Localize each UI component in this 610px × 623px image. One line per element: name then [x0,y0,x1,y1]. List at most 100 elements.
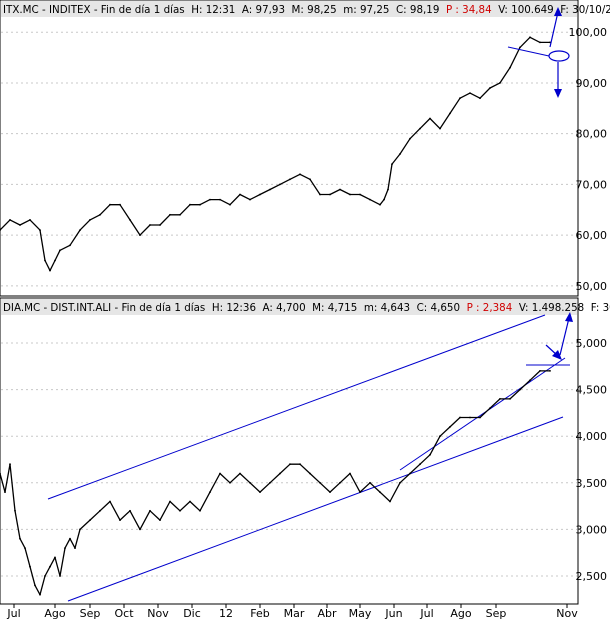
panel-1-header-bg [1,1,577,17]
panel-2-data-point [139,528,141,531]
panel-2-data-point [74,547,76,549]
panel-1-data-point [119,203,121,206]
up-arrow-line-2 [559,317,570,356]
x-tick-label: Mar [284,607,305,619]
up-arrow-head-2 [565,312,573,322]
panel-2-data-point [449,426,451,428]
panel-2-data-point [519,388,521,391]
panel-2-data-point [49,565,51,568]
panel-2-data-point [149,509,151,512]
x-tick-label: Nov [556,607,578,619]
panel-2-data-point [389,500,391,503]
panel-1-gridlines [1,31,577,287]
panel-2-data-point [259,491,261,493]
panel-2-data-point [0,472,1,475]
panel-1-y-tick-label: 90,00 [576,77,608,90]
panel-2-data-point [309,472,311,475]
panel-1-data-point [379,203,381,206]
panel-2-data-point [179,509,181,512]
panel-1-data-point [439,127,441,130]
panel-1-data-point [169,213,171,216]
panel-1-data-point [219,198,221,201]
panel-2-data-point [109,500,111,503]
down-arrow-head-2 [552,350,562,360]
panel-1-price-line [0,36,550,272]
x-tick-label: Sep [486,607,507,619]
panel-2-data-point [24,547,26,549]
panel-1-header: ITX.MC - INDITEX - Fin de día 1 días H: … [3,4,610,16]
panel-1-data-point [259,193,261,196]
panel-2-y-tick-label: 3,000 [576,523,608,536]
panel-2-header: DIA.MC - DIST.INT.ALI - Fin de día 1 día… [3,302,610,314]
up-arrow-line [549,11,559,48]
x-axis: Jul Ago Sep Oct Nov Dic 12 Feb Mar Abr May Jun Jul Ag… [6,604,578,620]
panel-2-data-point [129,509,131,512]
panel-2-data-point [89,519,91,521]
panel-1-data-point [139,234,141,237]
panel-1-data-point [29,219,31,221]
panel-1-data-point [189,203,191,206]
panel-1-data-point [9,219,11,221]
panel-2-data-point [379,491,381,493]
x-tick-label: Ago [450,607,472,619]
panel-2-data-point [329,491,331,493]
panel-1-data-point [89,219,91,221]
panel-2-data-point [199,509,201,512]
panel-2-data-point [289,463,291,466]
panel-2-y-tick-label: 4,500 [576,384,608,397]
panel-2-data-point [159,519,161,521]
panel-1-header-highlight: P : 34,84 [446,4,492,16]
panel-2-data-point [79,528,81,531]
panel-2-data-point [239,472,241,475]
panel-1-data-point [519,46,521,49]
panel-1-data-point [359,193,361,196]
panel-2-data-point [429,453,431,456]
panel-1-data-point [499,82,501,84]
panel-1-data-point [44,259,46,262]
panel-1-data-point [129,219,131,221]
x-tick-label: 12 [219,607,233,619]
panel-2-data-point [209,491,211,493]
panel-1-data-point [339,188,341,191]
panel-1-y-tick-label: 100,00 [569,26,608,39]
breakdown-circle [548,50,570,62]
x-tick-label: May [349,607,372,619]
panel-1-data-point [479,97,481,100]
panel-1-data-point [539,41,541,44]
panel-2-data-point [9,463,11,466]
panel-1-data-point [383,198,385,201]
panel-1-data-point [309,178,311,181]
panel-2-gridlines [1,342,577,577]
panel-2-data-point [509,398,511,400]
panel-2-data-point [4,491,6,493]
panel-1-header-suffix: V: 100.649 F: 30/10/201 [492,4,610,16]
panel-1-data-point [199,203,201,206]
panel-1-data-point [59,249,61,252]
panel-2-price-series [0,370,551,596]
panel-2-y-tick-label: 5,000 [576,337,608,350]
panel-1-data-point [159,224,161,226]
panel-2-data-point [189,500,191,503]
panel-2-data-point [279,472,281,475]
panel-1-data-point [489,87,491,89]
panel-2-data-point [14,509,16,512]
panel-2-data-point [29,565,31,568]
panel-2-data-point [54,556,56,559]
panel-1-data-point [387,188,389,191]
panel-2-arrows [545,312,573,360]
x-tick-label: Jul [419,607,433,619]
panel-2-data-point [39,593,41,596]
panel-2-data-point [349,472,351,475]
panel-2-data-point [549,370,551,372]
panel-2-data-point [44,575,46,577]
panel-1-data-point [209,198,211,201]
panel-1-data-point [429,117,431,120]
panel-2-data-point [459,416,461,419]
panel-2-data-point [34,584,36,587]
panel-2-y-tick-label: 3,500 [576,477,608,490]
panel-2-data-point [169,500,171,503]
panel-1-data-point [419,127,421,130]
panel-1-data-point [109,203,111,206]
panel-1-data-point [369,198,371,201]
